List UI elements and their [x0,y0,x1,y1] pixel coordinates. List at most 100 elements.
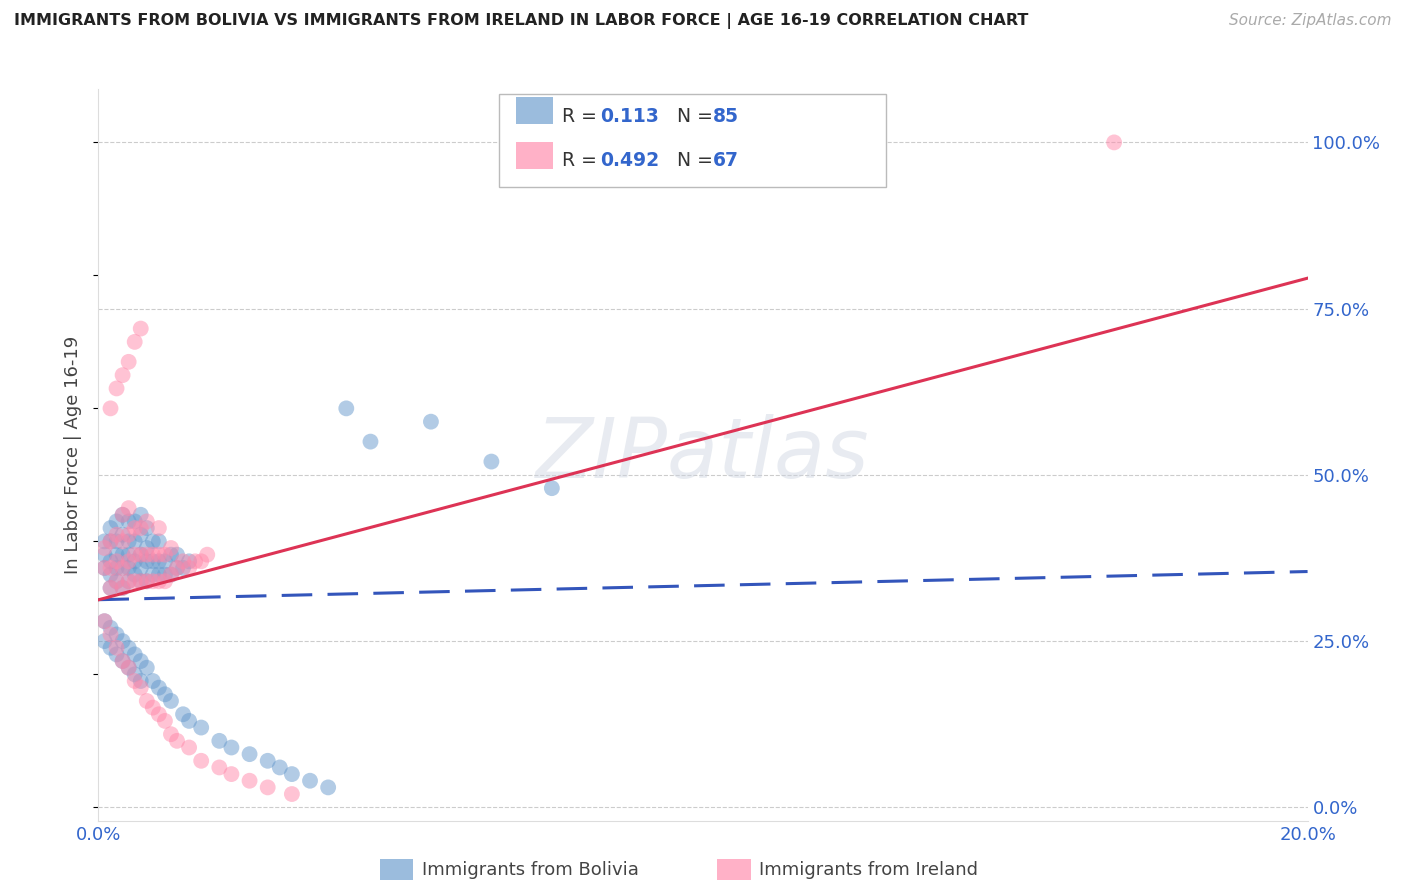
Point [111,634,134,648]
Point [118,640,141,655]
Point [148,521,170,535]
Point [124,534,146,549]
Point [111,561,134,575]
Text: 67: 67 [713,152,738,170]
Point [190,554,212,568]
Point [481,454,503,468]
Point [129,561,152,575]
Point [118,501,141,516]
Point [360,434,382,449]
Point [105,548,128,562]
Point [105,574,128,589]
Point [135,541,157,555]
Point [100,621,122,635]
Point [129,521,152,535]
Point [166,548,188,562]
Point [135,515,157,529]
Point [160,567,183,582]
Text: Source: ZipAtlas.com: Source: ZipAtlas.com [1229,13,1392,29]
Point [142,574,165,589]
Point [105,381,128,395]
Point [148,681,170,695]
Point [124,548,146,562]
Point [195,548,218,562]
Point [153,714,176,728]
Text: 0.113: 0.113 [600,106,659,126]
Point [129,548,152,562]
Point [148,707,170,722]
Point [166,561,188,575]
Point [135,554,157,568]
Point [105,627,128,641]
Point [166,561,188,575]
Point [281,787,304,801]
Point [153,687,176,701]
Point [105,640,128,655]
Point [172,554,194,568]
Point [111,534,134,549]
Point [124,567,146,582]
Point [118,527,141,541]
Point [124,574,146,589]
Point [124,521,146,535]
Point [160,694,183,708]
Point [142,534,165,549]
Point [105,554,128,568]
Point [316,780,339,795]
Point [160,727,183,741]
Point [118,561,141,575]
Point [142,700,165,714]
Text: IMMIGRANTS FROM BOLIVIA VS IMMIGRANTS FROM IRELAND IN LABOR FORCE | AGE 16-19 CO: IMMIGRANTS FROM BOLIVIA VS IMMIGRANTS FR… [14,13,1028,29]
Point [190,754,212,768]
Point [148,534,170,549]
Point [118,661,141,675]
Point [124,334,146,349]
Point [148,554,170,568]
Point [1102,136,1125,150]
Point [100,640,122,655]
Point [93,541,115,555]
Point [256,754,278,768]
Point [100,534,122,549]
Y-axis label: In Labor Force | Age 16-19: In Labor Force | Age 16-19 [65,335,83,574]
Point [100,567,122,582]
Point [153,574,176,589]
Point [105,534,128,549]
Point [142,567,165,582]
Point [160,567,183,582]
Point [111,654,134,668]
Point [93,548,115,562]
Point [100,554,122,568]
Point [239,773,262,788]
Point [118,534,141,549]
Point [111,561,134,575]
Point [129,321,152,335]
Point [135,574,157,589]
Point [129,654,152,668]
Point [135,661,157,675]
Point [100,581,122,595]
Point [142,554,165,568]
Point [269,760,291,774]
Point [172,561,194,575]
Point [239,747,262,761]
Point [299,773,322,788]
Point [129,527,152,541]
Point [153,548,176,562]
Point [118,355,141,369]
Point [142,673,165,688]
Point [190,721,212,735]
Text: N =: N = [665,106,718,126]
Point [124,648,146,662]
Point [100,401,122,416]
Point [148,548,170,562]
Text: R =: R = [562,106,603,126]
Point [124,673,146,688]
Text: ZIPatlas: ZIPatlas [536,415,870,495]
Point [135,548,157,562]
Point [105,515,128,529]
Point [148,574,170,589]
Point [135,574,157,589]
Point [105,648,128,662]
Point [118,574,141,589]
